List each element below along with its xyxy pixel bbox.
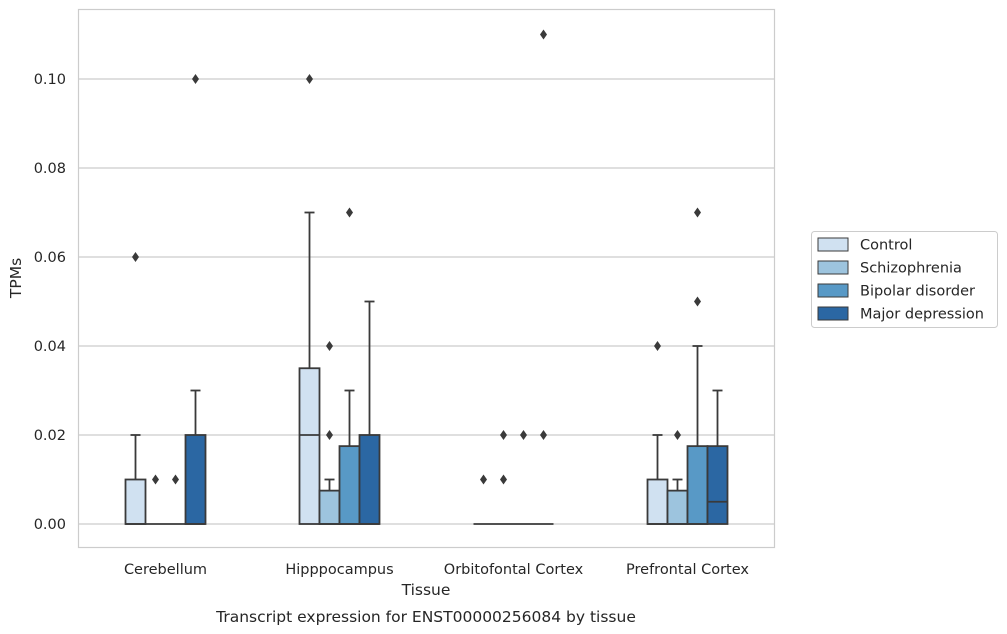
legend-label: Major depression: [860, 307, 984, 323]
y-tick-label: 0.00: [34, 517, 66, 533]
y-tick-label: 0.10: [34, 72, 66, 88]
legend-items: Control Schizophrenia Bipolar disorder Majo…: [817, 237, 984, 323]
outlier-point: [326, 430, 333, 440]
plot-area-frame: [77, 8, 776, 549]
box: [338, 445, 361, 525]
outlier-point: [540, 29, 547, 40]
outlier-point: [480, 474, 487, 485]
outlier-point: [172, 474, 179, 485]
outlier-point: [654, 341, 661, 351]
box: [318, 489, 341, 525]
legend-label: Schizophrenia: [860, 261, 962, 277]
box: [686, 445, 709, 525]
box: [124, 478, 147, 525]
box-groups: [124, 29, 729, 525]
y-tick-label: 0.02: [34, 428, 66, 444]
legend-swatch: [817, 283, 849, 298]
box: [706, 445, 729, 525]
y-axis-label: TPMs: [7, 258, 25, 299]
y-tick-labels: 0.00 0.02 0.04 0.06 0.08 0.10: [34, 72, 66, 533]
legend-swatch: [817, 306, 849, 321]
x-tick-label: Orbitofontal Cortex: [444, 562, 584, 578]
outlier-point: [152, 474, 159, 485]
outlier-point: [500, 474, 507, 485]
legend-frame: [811, 231, 998, 328]
x-tick-label: Hipppocampus: [285, 562, 393, 578]
outlier-point: [520, 430, 527, 440]
outlier-point: [132, 252, 139, 262]
outlier-point: [694, 296, 701, 307]
x-axis-label: Tissue: [401, 581, 451, 599]
y-tick-label: 0.06: [34, 250, 66, 266]
box-group: [298, 74, 381, 525]
legend-swatch: [817, 237, 849, 252]
outlier-point: [326, 341, 333, 351]
outlier-point: [540, 430, 547, 440]
outlier-point: [192, 74, 199, 84]
box-group: [124, 74, 207, 525]
outlier-point: [306, 74, 313, 84]
outlier-point: [674, 430, 681, 440]
box: [184, 434, 207, 525]
box: [298, 367, 321, 525]
box-group: [646, 207, 729, 525]
chart-caption: Transcript expression for ENST0000025608…: [215, 608, 636, 626]
outlier-point: [500, 430, 507, 440]
y-tick-label: 0.04: [34, 339, 66, 355]
legend-label: Control: [860, 238, 912, 254]
box: [646, 478, 669, 525]
box: [666, 489, 689, 525]
outlier-point: [694, 207, 701, 218]
box: [358, 434, 381, 525]
legend-label: Bipolar disorder: [860, 284, 975, 300]
legend: Control Schizophrenia Bipolar disorder Majo…: [811, 231, 998, 328]
x-tick-labels: Cerebellum Hipppocampus Orbitofontal Corte…: [124, 562, 749, 578]
box-group: [473, 29, 554, 525]
outlier-point: [346, 207, 353, 218]
x-tick-label: Prefrontal Cortex: [626, 562, 749, 578]
x-tick-label: Cerebellum: [124, 562, 207, 578]
y-tick-label: 0.08: [34, 161, 66, 177]
grid-lines: [78, 78, 775, 525]
legend-swatch: [817, 260, 849, 275]
